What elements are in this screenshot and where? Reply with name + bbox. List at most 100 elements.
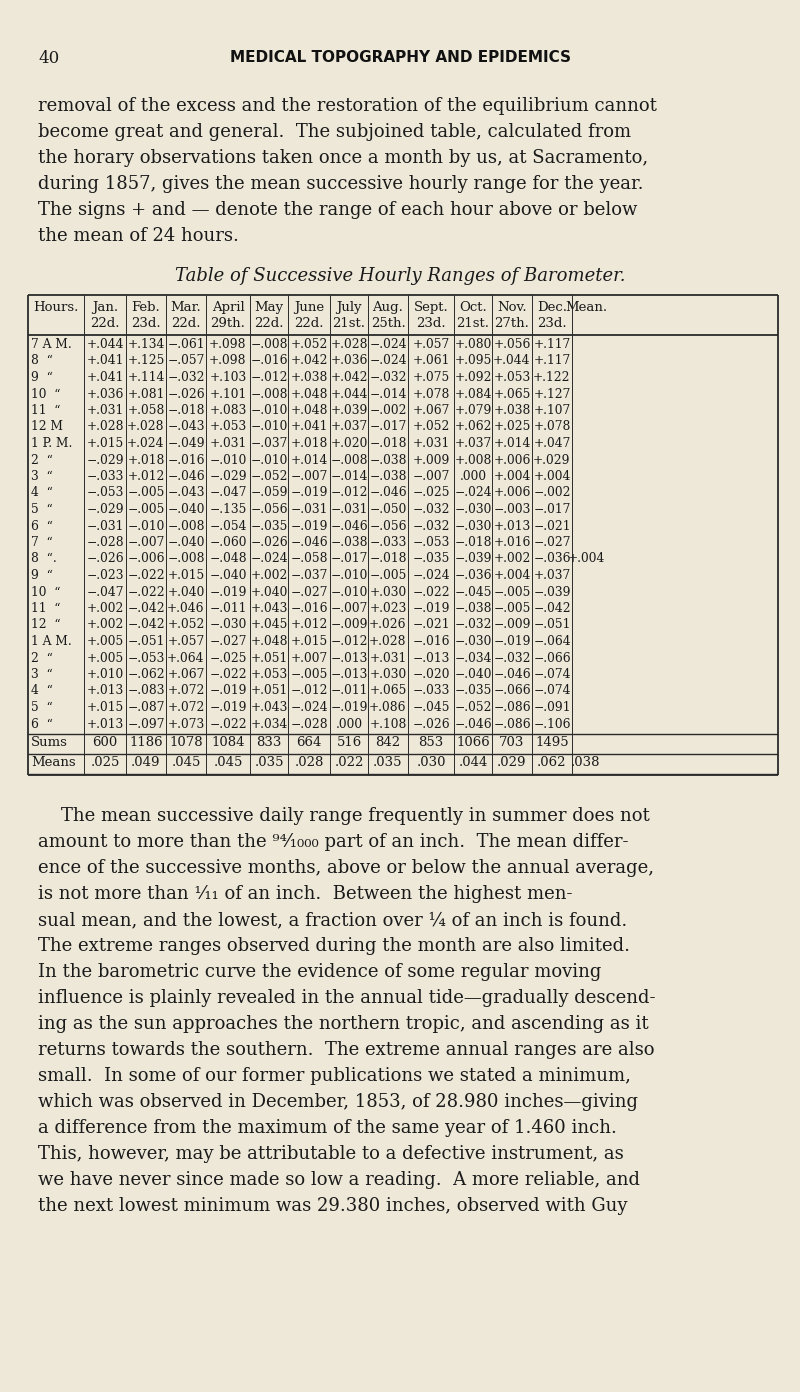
- Text: 21st.: 21st.: [457, 317, 490, 330]
- Text: 12  “: 12 “: [31, 618, 61, 632]
- Text: −.009: −.009: [494, 618, 530, 632]
- Text: −.052: −.052: [454, 702, 492, 714]
- Text: +.025: +.025: [494, 420, 530, 433]
- Text: +.040: +.040: [250, 586, 288, 599]
- Text: +.051: +.051: [250, 651, 288, 664]
- Text: −.032: −.032: [454, 618, 492, 632]
- Text: +.052: +.052: [290, 338, 328, 351]
- Text: −.043: −.043: [167, 420, 205, 433]
- Text: Dec.: Dec.: [537, 301, 567, 315]
- Text: −.057: −.057: [167, 355, 205, 367]
- Text: −.046: −.046: [330, 519, 368, 533]
- Text: +.062: +.062: [454, 420, 492, 433]
- Text: .044: .044: [458, 756, 488, 768]
- Text: −.005: −.005: [494, 586, 530, 599]
- Text: −.023: −.023: [86, 569, 124, 582]
- Text: −.025: −.025: [210, 651, 246, 664]
- Text: −.024: −.024: [454, 486, 492, 500]
- Text: Hours.: Hours.: [34, 301, 78, 315]
- Text: −.016: −.016: [290, 601, 328, 615]
- Text: .062: .062: [538, 756, 566, 768]
- Text: −.074: −.074: [534, 685, 570, 697]
- Text: −.048: −.048: [209, 553, 247, 565]
- Text: −.014: −.014: [370, 387, 406, 401]
- Text: +.034: +.034: [250, 717, 288, 731]
- Text: −.011: −.011: [330, 685, 368, 697]
- Text: −.007: −.007: [290, 470, 328, 483]
- Text: −.029: −.029: [209, 470, 247, 483]
- Text: 2  “: 2 “: [31, 651, 53, 664]
- Text: −.045: −.045: [412, 702, 450, 714]
- Text: +.127: +.127: [534, 387, 570, 401]
- Text: +.041: +.041: [86, 372, 124, 384]
- Text: −.003: −.003: [494, 503, 530, 516]
- Text: +.031: +.031: [86, 404, 124, 418]
- Text: +.026: +.026: [370, 618, 406, 632]
- Text: −.007: −.007: [412, 470, 450, 483]
- Text: −.032: −.032: [167, 372, 205, 384]
- Text: In the barometric curve the evidence of some regular moving: In the barometric curve the evidence of …: [38, 963, 602, 981]
- Text: −.049: −.049: [167, 437, 205, 450]
- Text: −.031: −.031: [330, 503, 368, 516]
- Text: −.046: −.046: [369, 486, 407, 500]
- Text: −.032: −.032: [412, 519, 450, 533]
- Text: +.012: +.012: [290, 618, 328, 632]
- Text: ing as the sun approaches the northern tropic, and ascending as it: ing as the sun approaches the northern t…: [38, 1015, 649, 1033]
- Text: +.041: +.041: [86, 355, 124, 367]
- Text: +.030: +.030: [370, 668, 406, 681]
- Text: −.027: −.027: [290, 586, 328, 599]
- Text: −.040: −.040: [210, 569, 246, 582]
- Text: −.030: −.030: [454, 503, 492, 516]
- Text: +.117: +.117: [534, 355, 570, 367]
- Text: −.017: −.017: [330, 553, 368, 565]
- Text: 853: 853: [418, 736, 444, 749]
- Text: −.038: −.038: [330, 536, 368, 548]
- Text: +.057: +.057: [412, 338, 450, 351]
- Text: −.053: −.053: [127, 651, 165, 664]
- Text: −.026: −.026: [167, 387, 205, 401]
- Text: Oct.: Oct.: [459, 301, 487, 315]
- Text: +.067: +.067: [412, 404, 450, 418]
- Text: 12 M: 12 M: [31, 420, 63, 433]
- Text: +.006: +.006: [494, 486, 530, 500]
- Text: +.048: +.048: [290, 404, 328, 418]
- Text: −.016: −.016: [250, 355, 288, 367]
- Text: −.031: −.031: [290, 503, 328, 516]
- Text: −.007: −.007: [330, 601, 368, 615]
- Text: the horary observations taken once a month by us, at Sacramento,: the horary observations taken once a mon…: [38, 149, 648, 167]
- Text: −.035: −.035: [454, 685, 492, 697]
- Text: −.046: −.046: [290, 536, 328, 548]
- Text: +.028: +.028: [127, 420, 165, 433]
- Text: +.081: +.081: [127, 387, 165, 401]
- Text: −.025: −.025: [412, 486, 450, 500]
- Text: influence is plainly revealed in the annual tide—gradually descend-: influence is plainly revealed in the ann…: [38, 988, 655, 1006]
- Text: .000: .000: [459, 470, 486, 483]
- Text: +.040: +.040: [167, 586, 205, 599]
- Text: 22d.: 22d.: [90, 317, 120, 330]
- Text: −.005: −.005: [290, 668, 328, 681]
- Text: 1066: 1066: [456, 736, 490, 749]
- Text: −.040: −.040: [167, 536, 205, 548]
- Text: we have never since made so low a reading.  A more reliable, and: we have never since made so low a readin…: [38, 1171, 640, 1189]
- Text: −.083: −.083: [127, 685, 165, 697]
- Text: −.019: −.019: [210, 586, 246, 599]
- Text: −.042: −.042: [533, 601, 571, 615]
- Text: 10  “: 10 “: [31, 387, 61, 401]
- Text: +.023: +.023: [370, 601, 406, 615]
- Text: +.014: +.014: [494, 437, 530, 450]
- Text: −.019: −.019: [290, 519, 328, 533]
- Text: −.034: −.034: [454, 651, 492, 664]
- Text: 23d.: 23d.: [131, 317, 161, 330]
- Text: +.031: +.031: [412, 437, 450, 450]
- Text: −.035: −.035: [250, 519, 288, 533]
- Text: +.015: +.015: [167, 569, 205, 582]
- Text: +.107: +.107: [534, 404, 570, 418]
- Text: +.045: +.045: [250, 618, 288, 632]
- Text: +.047: +.047: [534, 437, 570, 450]
- Text: −.029: −.029: [86, 454, 124, 466]
- Text: −.026: −.026: [250, 536, 288, 548]
- Text: −.035: −.035: [412, 553, 450, 565]
- Text: This, however, may be attributable to a defective instrument, as: This, however, may be attributable to a …: [38, 1146, 624, 1162]
- Text: +.073: +.073: [167, 717, 205, 731]
- Text: −.024: −.024: [369, 355, 407, 367]
